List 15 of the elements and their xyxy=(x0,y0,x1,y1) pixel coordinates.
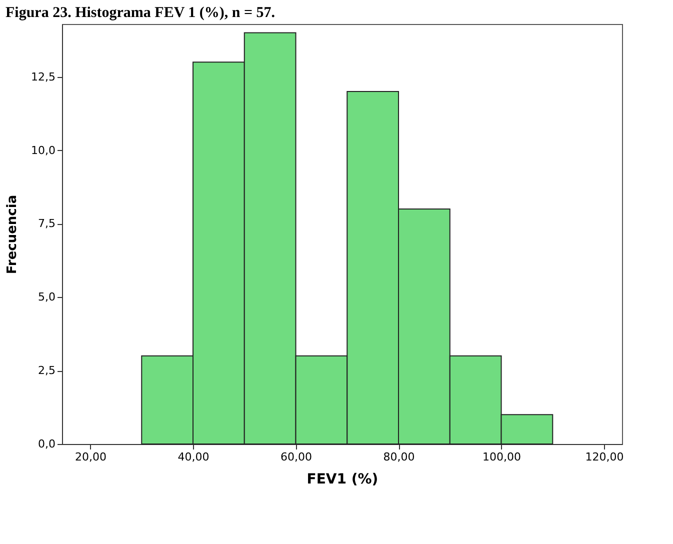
y-tick-label: 0,0 xyxy=(38,438,56,450)
x-tick-label: 120,00 xyxy=(585,450,624,464)
x-tick-label: 40,00 xyxy=(178,450,210,464)
x-tick-label: 20,00 xyxy=(75,450,107,464)
y-tick-label: 5,0 xyxy=(38,290,56,304)
y-tick-label: 12,5 xyxy=(31,70,56,84)
y-tick-label: 2,5 xyxy=(38,364,56,378)
y-tick-label: 10,0 xyxy=(31,144,56,157)
x-tick-label: 100,00 xyxy=(482,450,522,464)
y-tick-label: 7,5 xyxy=(38,217,56,230)
x-axis-title: FEV1 (%) xyxy=(306,472,378,488)
x-tick-label: 80,00 xyxy=(383,450,415,464)
chart-title: Figura 23. Histograma FEV 1 (%), n = 57. xyxy=(6,5,276,21)
x-tick-label: 60,00 xyxy=(280,450,312,464)
y-axis-title: Frecuencia xyxy=(5,194,20,274)
